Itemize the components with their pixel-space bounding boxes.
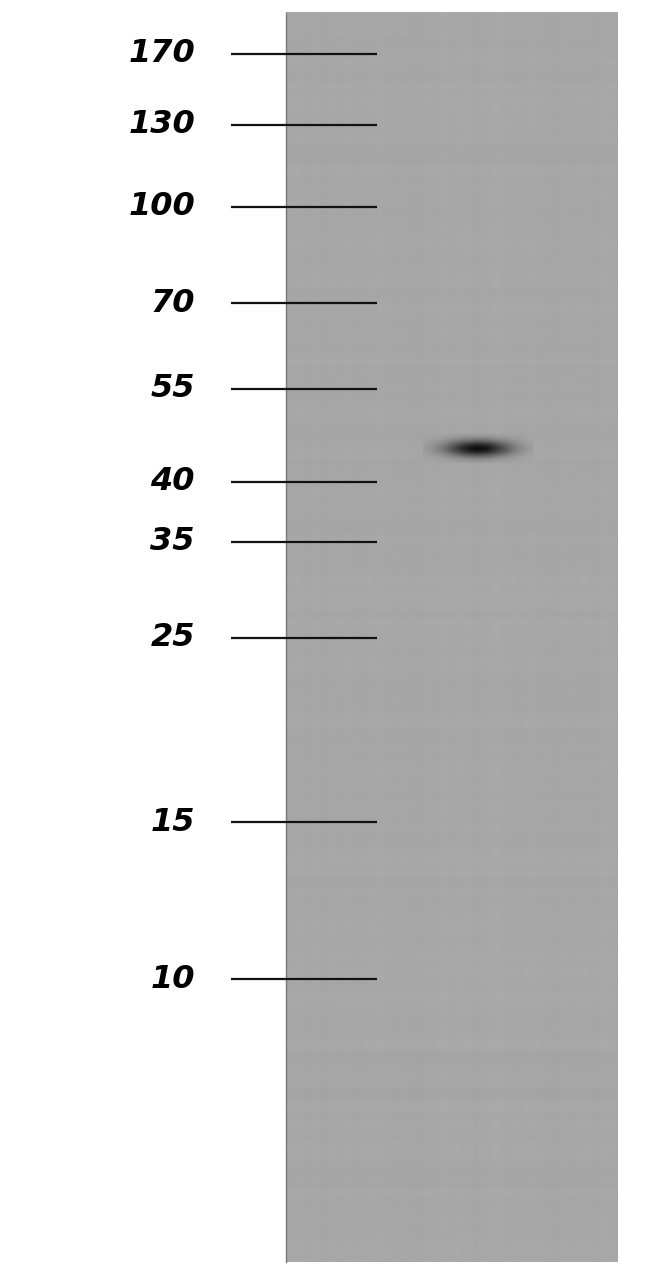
Text: 10: 10 (151, 964, 195, 994)
Text: 40: 40 (151, 467, 195, 497)
Text: 55: 55 (151, 374, 195, 404)
Text: 25: 25 (151, 622, 195, 653)
Text: 100: 100 (128, 191, 195, 222)
Text: 35: 35 (151, 527, 195, 557)
Text: 70: 70 (151, 288, 195, 319)
Text: 130: 130 (128, 110, 195, 140)
Text: 170: 170 (128, 38, 195, 69)
Text: 15: 15 (151, 807, 195, 838)
